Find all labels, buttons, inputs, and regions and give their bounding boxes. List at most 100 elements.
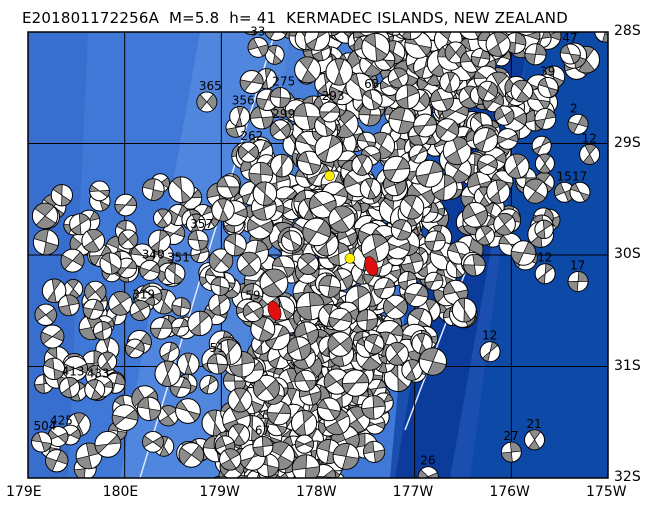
beachball — [84, 379, 106, 401]
beachball — [114, 193, 138, 217]
beachball — [477, 154, 498, 175]
beachball — [569, 181, 591, 203]
beachball — [142, 430, 164, 453]
beachball — [524, 43, 547, 66]
x-tick-label: 176W — [489, 484, 530, 500]
beachball — [286, 336, 312, 361]
beachball — [361, 395, 386, 420]
beachball — [32, 229, 60, 256]
beachball — [361, 32, 391, 62]
beachball — [534, 153, 555, 174]
beachball — [239, 69, 264, 95]
beachball — [472, 127, 499, 153]
beachball — [522, 178, 548, 204]
beachball — [236, 251, 262, 277]
beachball — [567, 270, 589, 292]
event-label: 27 — [503, 429, 518, 443]
map-title: E201801172256A M=5.8 h= 41 KERMADEC ISLA… — [22, 9, 568, 27]
beachball — [332, 442, 360, 470]
x-tick-label: 179E — [6, 484, 42, 500]
beachball — [141, 178, 165, 201]
beachball — [435, 118, 460, 142]
beachball — [153, 208, 173, 228]
beachball — [97, 351, 118, 372]
beachball — [493, 212, 516, 236]
y-tick-label: 31S — [614, 357, 641, 374]
x-tick-label: 178W — [296, 484, 337, 500]
beachball — [413, 113, 438, 138]
beachball — [318, 274, 342, 298]
beachball — [496, 128, 519, 150]
beachball — [302, 217, 332, 247]
beachball — [223, 233, 247, 257]
beachball — [227, 387, 253, 413]
beachball — [237, 141, 259, 163]
beachball — [294, 369, 317, 392]
beachball — [60, 248, 85, 273]
beachball — [185, 213, 206, 234]
beachball — [31, 431, 53, 453]
beachball — [475, 225, 495, 246]
beachball — [229, 105, 251, 127]
beachball — [398, 32, 423, 41]
beachball — [94, 430, 122, 458]
beachball — [500, 441, 522, 463]
beachball — [294, 434, 315, 454]
beachball — [486, 179, 511, 204]
beachball — [125, 338, 145, 359]
main-event-marker — [267, 300, 282, 321]
beachball — [308, 190, 337, 219]
beachball — [159, 341, 180, 363]
beachball — [259, 268, 289, 298]
y-tick-label: 30S — [614, 246, 641, 262]
beachball — [249, 105, 274, 130]
beachball — [351, 154, 373, 176]
beachball — [534, 263, 556, 285]
beachball — [139, 259, 161, 281]
event-label: 299 — [272, 107, 295, 121]
event-label: 275 — [272, 75, 295, 89]
event-label: 51 — [209, 341, 224, 355]
beachball — [42, 357, 66, 381]
beachball — [34, 303, 57, 327]
beachball — [594, 32, 608, 43]
beachball — [494, 105, 515, 126]
beachball — [208, 248, 234, 273]
beachball — [463, 253, 486, 277]
beachball — [178, 442, 205, 468]
event-label: 365 — [199, 79, 222, 93]
beachball — [99, 252, 122, 275]
y-tick-label: 29S — [614, 134, 641, 151]
beachball — [176, 352, 200, 376]
event-label: 12 — [537, 251, 552, 265]
y-tick-label: 28S — [614, 23, 641, 39]
beachball — [171, 297, 191, 317]
event-label: 21 — [527, 417, 542, 431]
event-label: 351 — [167, 251, 190, 265]
beachball — [297, 253, 320, 275]
beachball — [82, 298, 104, 320]
beachball — [385, 341, 409, 366]
beachball — [164, 263, 186, 285]
event-label: 504 — [34, 419, 57, 433]
beachball — [75, 442, 103, 470]
beachball — [59, 376, 81, 398]
beachball — [327, 331, 353, 357]
event-label: 413 — [62, 364, 85, 378]
beachball — [415, 159, 444, 188]
beachball — [572, 32, 583, 34]
beachball — [531, 135, 552, 156]
beachball — [206, 353, 228, 375]
beachball — [382, 155, 411, 184]
beachball — [325, 58, 353, 86]
event-label: 357 — [190, 217, 213, 231]
event-label: 17 — [570, 258, 585, 272]
event-label: 319 — [132, 287, 155, 301]
beachball — [41, 278, 67, 304]
beachball — [399, 194, 425, 220]
beachball — [319, 101, 341, 123]
beachball — [524, 429, 546, 451]
beachball — [424, 271, 444, 291]
event-label: 17 — [572, 169, 587, 183]
